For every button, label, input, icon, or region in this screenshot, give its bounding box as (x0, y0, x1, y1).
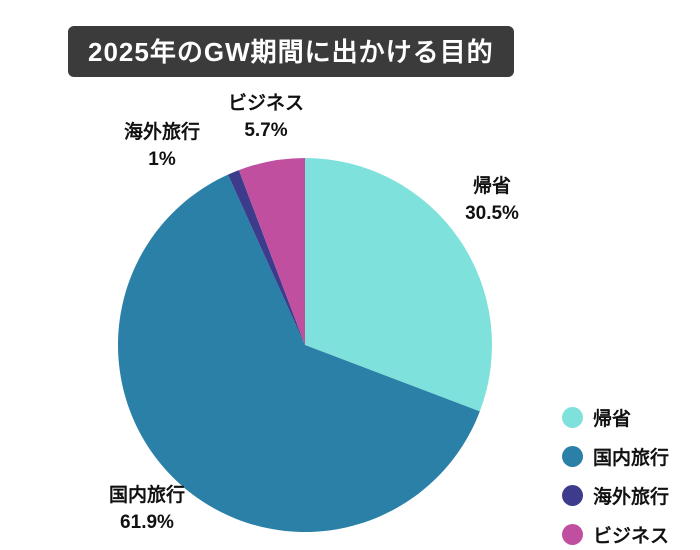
chart-title: 2025年のGW期間に出かける目的 (68, 26, 514, 77)
slice-label-business-name: ビジネス (227, 93, 305, 114)
legend-swatch-business (562, 524, 583, 545)
pie-slice-kaigai (227, 170, 305, 345)
slice-label-kokunai: 国内旅行 61.9% (109, 482, 185, 536)
legend-swatch-kaigai (562, 485, 583, 506)
legend-label-business: ビジネス (593, 526, 670, 547)
slice-label-business-value: 5.7% (244, 120, 288, 141)
legend-label-kaigai: 海外旅行 (593, 487, 670, 508)
legend-label-kokunai: 国内旅行 (593, 448, 670, 469)
legend-item-business: ビジネス (562, 521, 669, 548)
pie-chart (118, 158, 492, 532)
slice-label-kisei: 帰省 30.5% (465, 173, 519, 227)
pie-slice-kokunai (118, 174, 480, 532)
pie-slice-business (238, 158, 305, 345)
slice-label-kisei-name: 帰省 (472, 176, 511, 197)
legend: 帰省 国内旅行 海外旅行 ビジネス (562, 404, 669, 548)
slice-label-kaigai-name: 海外旅行 (123, 122, 201, 143)
legend-item-kaigai: 海外旅行 (562, 482, 669, 509)
slice-label-kaigai-value: 1% (148, 149, 176, 170)
legend-swatch-kisei (562, 407, 583, 428)
legend-item-kisei: 帰省 (562, 404, 669, 431)
slice-label-kokunai-name: 国内旅行 (108, 485, 186, 506)
legend-label-kisei: 帰省 (593, 409, 632, 430)
slice-label-kaigai: 海外旅行 1% (124, 119, 200, 173)
pie-chart-svg (118, 158, 492, 532)
pie-slice-kisei (305, 158, 492, 412)
slice-label-business: ビジネス 5.7% (228, 90, 304, 144)
slice-label-kisei-value: 30.5% (465, 203, 519, 224)
legend-swatch-kokunai (562, 446, 583, 467)
legend-item-kokunai: 国内旅行 (562, 443, 669, 470)
slice-label-kokunai-value: 61.9% (120, 512, 174, 533)
